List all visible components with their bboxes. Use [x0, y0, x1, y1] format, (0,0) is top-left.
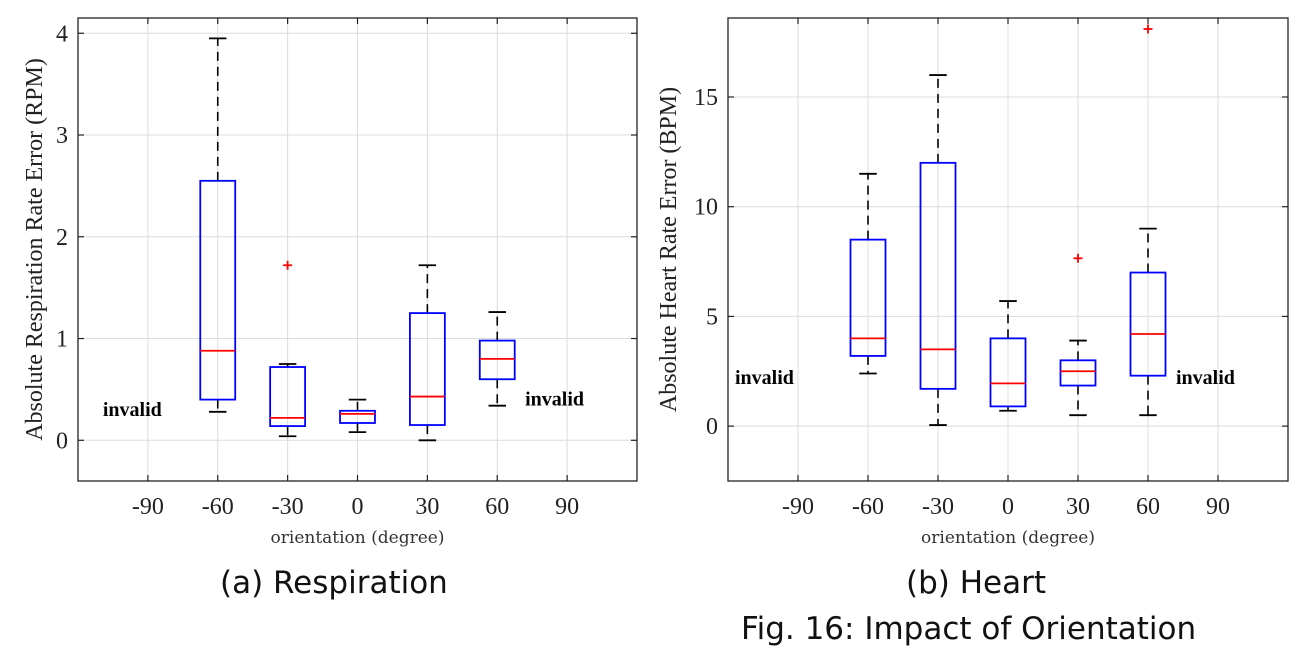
iqr-box — [199, 179, 237, 401]
x-tick-label: -60 — [852, 494, 884, 520]
x-tick-label: -60 — [202, 494, 234, 520]
y-tick-label: 4 — [56, 21, 68, 47]
outlier-point — [283, 260, 293, 270]
iqr-box — [409, 312, 446, 426]
respiration-chart: -90 -60 -30 0 30 60 90 0 1 2 3 4 orientation (degree… — [22, 17, 638, 548]
iqr-box — [989, 337, 1027, 408]
caption-respiration: (a) Respiration — [220, 565, 448, 601]
x-tick-label: 60 — [485, 494, 509, 520]
x-tick-label: 90 — [1206, 494, 1230, 520]
x-tick-label: 30 — [1066, 494, 1090, 520]
y-tick-label: 2 — [56, 225, 68, 251]
x-tick-label: 30 — [415, 494, 439, 520]
figure-caption: Fig. 16: Impact of Orientation — [741, 611, 1197, 647]
invalid-annotation: invalid — [103, 399, 162, 421]
iqr-box — [478, 339, 516, 381]
y-tick-label: 3 — [56, 123, 68, 149]
heart-chart: -90 -60 -30 0 30 60 90 0 5 10 15 orientation (degre… — [656, 17, 1289, 548]
invalid-annotation: invalid — [735, 367, 794, 389]
x-tick-label: 0 — [1002, 494, 1014, 520]
x-tick-label: 60 — [1136, 494, 1160, 520]
box-60 — [478, 311, 516, 407]
y-tick-label: 10 — [694, 195, 718, 221]
outlier-point — [1073, 253, 1083, 263]
y-tick-label: 0 — [56, 428, 68, 454]
iqr-box — [339, 409, 376, 424]
x-tick-label: -30 — [272, 494, 304, 520]
box-0 — [989, 300, 1027, 412]
iqr-box — [849, 238, 887, 357]
x-tick-label: 90 — [555, 494, 579, 520]
x-axis-label: orientation (degree) — [271, 528, 445, 548]
box-30 — [1059, 253, 1097, 417]
x-tick-label: -90 — [132, 494, 164, 520]
y-tick-label: 15 — [694, 85, 718, 111]
iqr-box — [1129, 271, 1167, 377]
caption-heart: (b) Heart — [906, 565, 1046, 601]
box-30 — [409, 264, 446, 442]
invalid-annotation: invalid — [525, 389, 584, 411]
y-tick-label: 5 — [706, 304, 718, 330]
y-tick-label: 0 — [706, 414, 718, 440]
box--60 — [849, 172, 887, 375]
y-axis-label: Absolute Respiration Rate Error (RPM) — [22, 58, 48, 441]
x-tick-label: -30 — [922, 494, 954, 520]
invalid-annotation: invalid — [1176, 367, 1235, 389]
x-axis-label: orientation (degree) — [921, 528, 1095, 548]
iqr-box — [919, 161, 957, 390]
box--30 — [919, 74, 957, 426]
box--30 — [269, 260, 306, 438]
y-tick-label: 1 — [56, 327, 68, 353]
box--60 — [199, 37, 237, 413]
iqr-box — [269, 366, 306, 427]
box-0 — [339, 398, 376, 434]
iqr-box — [1059, 359, 1097, 387]
box-60 — [1129, 24, 1167, 417]
x-tick-label: -90 — [782, 494, 814, 520]
y-axis-label: Absolute Heart Rate Error (BPM) — [656, 87, 682, 412]
outlier-point — [1143, 24, 1153, 34]
x-tick-label: 0 — [352, 494, 364, 520]
